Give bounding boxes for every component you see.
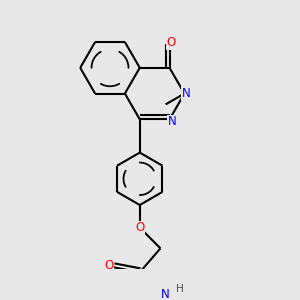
Text: O: O: [167, 36, 176, 49]
Text: N: N: [161, 287, 170, 300]
Text: O: O: [135, 221, 144, 234]
Text: N: N: [167, 115, 176, 128]
Text: H: H: [176, 284, 184, 294]
Text: N: N: [182, 87, 190, 100]
Text: O: O: [104, 259, 113, 272]
